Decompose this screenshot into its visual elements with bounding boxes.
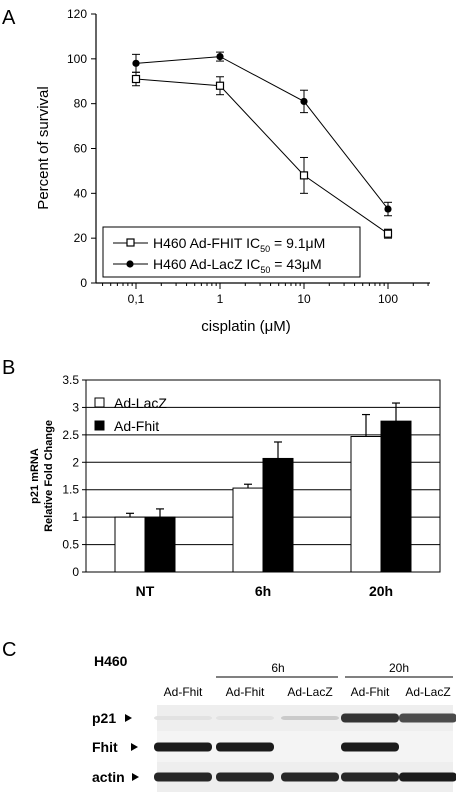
chart-a-y-tick-label: 80 [74, 97, 88, 111]
blot-band [216, 772, 274, 782]
panel-b-letter: B [2, 357, 15, 379]
blot-row-arrow [132, 773, 139, 781]
blot-band [341, 713, 399, 723]
legend-label-lacz: H460 Ad-LacZ IC50 = 43μM [153, 256, 322, 275]
chart-a-point-square [215, 81, 225, 90]
blot-lane-label: Ad-Fhit [164, 685, 203, 699]
blot-time-20h: 20h [389, 661, 409, 675]
blot-band [341, 772, 399, 782]
chart-b-bar [144, 516, 176, 573]
blot-lane-label: Ad-LacZ [287, 685, 332, 699]
chart-b-y-tick-label: 1 [72, 510, 79, 524]
chart-b-ylabel-line2: Relative Fold Change [43, 420, 55, 532]
legend-label-fhit: H460 Ad-FHIT IC50 = 9.1μM [153, 235, 325, 254]
chart-b-y-tick-label: 3 [72, 400, 79, 414]
chart-a-x-tick-label: 0,1 [128, 292, 145, 306]
chart-a-point-square [383, 229, 393, 238]
blot-row-arrow [131, 743, 138, 751]
chart-a-legend [102, 226, 361, 278]
legend-marker-lacz [126, 260, 134, 268]
chart-a-point-circle [300, 97, 308, 106]
chart-b: 0 0.5 1 1.5 2 2.5 3 3.5 NT 6h 20h p21 mRNA Relati… [29, 373, 441, 599]
chart-a-point-circle [132, 59, 140, 67]
chart-b-bar [114, 516, 146, 573]
blot-lane-label: Ad-LacZ [405, 685, 450, 699]
chart-b-bar [232, 487, 264, 573]
blot-band [154, 742, 212, 752]
chart-b-y-tick-label: 2.5 [62, 428, 79, 442]
blot-band [281, 772, 339, 782]
blot-row-label: Fhit [92, 739, 118, 755]
chart-a-y-tick-label: 0 [80, 276, 87, 290]
chart-a-y-tick-label: 100 [67, 52, 87, 66]
chart-a-series-line [135, 78, 389, 235]
blot-row-arrow [125, 714, 132, 722]
chart-a-y-tick-label: 120 [67, 7, 87, 21]
chart-a-ylabel: Percent of survival [35, 86, 52, 209]
chart-b-bar [262, 457, 294, 573]
blot-row-label: actin [92, 769, 125, 785]
chart-a-series-line [135, 56, 389, 210]
blot-band [154, 772, 212, 782]
chart-b-y-tick-label: 0 [72, 565, 79, 579]
blot-cell-line: H460 [94, 653, 128, 669]
chart-a-x-tick-label: 1 [217, 292, 224, 306]
blot-band [154, 716, 212, 720]
chart-a-point-circle [384, 205, 392, 213]
chart-a: 0 20 40 60 80 100 120 0,1 1 10 100 cisplatin (μM)… [35, 7, 430, 335]
chart-b-y-tick-label: 3.5 [62, 373, 79, 387]
chart-b-ylabel-line1: p21 mRNA [29, 448, 41, 504]
legend-label-fhit-b: Ad-Fhit [114, 418, 159, 434]
blot-band [216, 742, 274, 752]
legend-label-lacz-b: Ad-LacZ [114, 395, 167, 411]
blot-band [341, 742, 399, 752]
legend-marker-fhit [126, 238, 135, 247]
panel-a-letter: A [2, 7, 16, 29]
blot-band [399, 713, 456, 723]
chart-b-y-tick-label: 0.5 [62, 538, 79, 552]
chart-a-point-square [131, 74, 141, 84]
chart-b-category-label: NT [136, 583, 155, 599]
blot-band [216, 716, 274, 720]
blot-band [399, 772, 456, 782]
chart-a-x-tick-label: 10 [297, 292, 311, 306]
blot-time-6h: 6h [271, 661, 284, 675]
blot-band [281, 716, 339, 720]
blot-lane-label: Ad-Fhit [226, 685, 265, 699]
chart-a-y-tick-label: 40 [74, 186, 88, 200]
legend-swatch-lacz [94, 397, 105, 408]
chart-b-bar [380, 420, 412, 573]
chart-b-bar [350, 436, 382, 573]
chart-b-y-tick-label: 2 [72, 455, 79, 469]
chart-b-category-label: 6h [255, 583, 271, 599]
chart-a-point-square [299, 171, 309, 180]
chart-b-category-label: 20h [369, 583, 393, 599]
chart-b-y-tick-label: 1.5 [62, 483, 79, 497]
legend-swatch-fhit [94, 420, 105, 431]
chart-a-x-tick-label: 100 [378, 292, 398, 306]
blot-row-label: p21 [92, 710, 116, 726]
chart-a-xlabel: cisplatin (μM) [201, 318, 291, 335]
western-blot: H460 6h 20h Ad-Fhit Ad-Fhit Ad-LacZ Ad-Fhit… [92, 653, 456, 792]
chart-a-y-tick-label: 60 [74, 142, 88, 156]
chart-a-y-tick-label: 20 [74, 231, 88, 245]
panel-c-letter: C [2, 639, 16, 661]
chart-a-point-circle [216, 52, 224, 61]
blot-lane-label: Ad-Fhit [351, 685, 390, 699]
